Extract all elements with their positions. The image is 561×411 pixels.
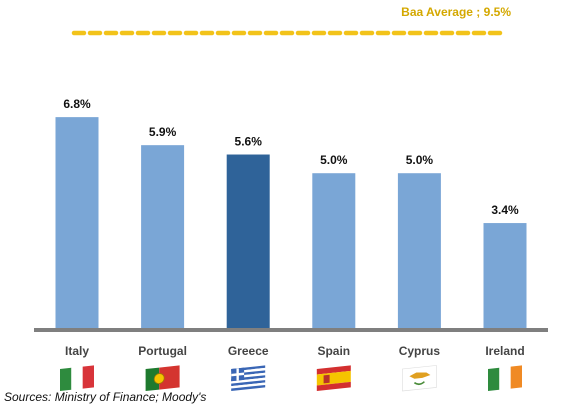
reference-line-group: Baa Average ; 9.5% — [71, 5, 511, 36]
data-label-ireland: 3.4% — [491, 203, 519, 217]
category-label-italy: Italy — [65, 344, 89, 358]
portugal-flag-icon — [145, 365, 180, 391]
bar-spain — [312, 173, 356, 329]
bar-greece — [226, 154, 270, 329]
category-label-cyprus: Cyprus — [399, 344, 441, 358]
italy-flag-icon — [60, 365, 94, 391]
flags-group — [60, 365, 522, 392]
data-label-greece: 5.6% — [235, 135, 263, 149]
bars-group — [55, 117, 527, 329]
data-label-italy: 6.8% — [63, 97, 91, 111]
category-label-portugal: Portugal — [138, 344, 187, 358]
cyprus-flag-icon — [402, 365, 437, 392]
category-label-greece: Greece — [228, 344, 269, 358]
data-label-portugal: 5.9% — [149, 125, 177, 139]
category-label-ireland: Ireland — [485, 344, 524, 358]
bar-cyprus — [397, 173, 441, 329]
data-label-cyprus: 5.0% — [406, 153, 434, 167]
spain-flag-icon — [316, 365, 351, 391]
bar-portugal — [141, 145, 185, 329]
bar-ireland — [483, 223, 527, 329]
bar-italy — [55, 117, 99, 329]
category-labels-group: 6.8% Italy 5.9% Portugal 5.6% Greece 5.0% Spain… — [63, 97, 524, 358]
x-axis-baseline — [34, 328, 548, 332]
baa-average-label: Baa Average ; 9.5% — [401, 5, 511, 19]
source-note: Sources: Ministry of Finance; Moody's — [4, 390, 207, 404]
ireland-flag-icon — [488, 365, 522, 391]
category-label-spain: Spain — [317, 344, 350, 358]
data-label-spain: 5.0% — [320, 153, 348, 167]
greece-flag-icon — [231, 365, 266, 391]
